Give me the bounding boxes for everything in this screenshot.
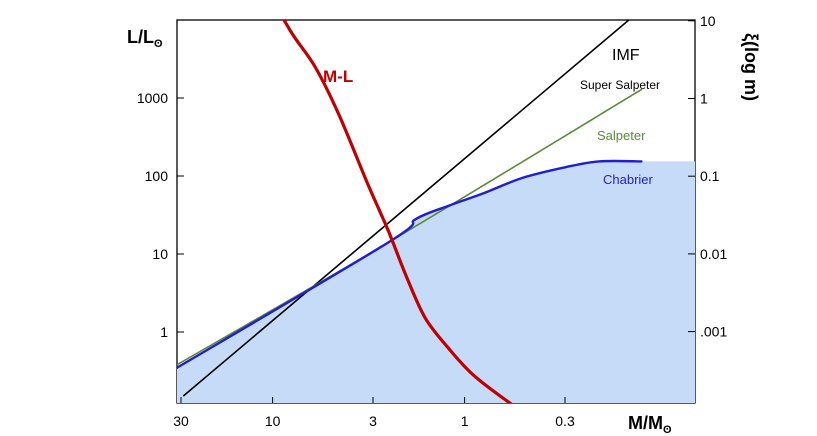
chabrier-label: Chabrier [603,172,654,187]
right-tick-label: 10 [700,13,716,29]
salpeter-label: Salpeter [597,128,646,143]
left-axis-title: L/Lʘ [127,27,163,50]
super-salpeter-line [183,20,631,397]
left-tick-label: 1000 [137,90,168,106]
x-tick-label: 1 [461,413,469,429]
right-tick-label: 0.01 [700,246,727,262]
chabrier-area [177,160,695,403]
x-tick-label: 10 [265,413,281,429]
m-l-line [282,20,513,403]
left-tick-label: 100 [145,168,169,184]
x-tick-label: 3 [369,413,377,429]
x-tick-label: 30 [173,413,189,429]
right-axis-title: ξ(log m) [740,33,761,101]
x-axis-ticks: 30 10 3 1 0.3 [173,397,575,429]
x-axis-title: M/Mʘ [628,413,672,436]
left-tick-label: 10 [152,246,168,262]
right-tick-label: 1 [700,91,708,107]
right-tick-label: 0.1 [700,168,720,184]
right-tick-label: .001 [700,324,727,340]
right-axis-ticks: 10 1 0.1 0.01 .001 [688,13,727,340]
curves-layer [177,20,643,403]
left-axis-ticks: 1 10 100 1000 [137,90,184,340]
super-salpeter-label: Super Salpeter [580,78,660,92]
chabrier-line [177,159,643,370]
imf-annotation: IMF [612,47,640,64]
chabrier-fill-layer [177,160,695,403]
left-tick-label: 1 [160,324,168,340]
x-tick-label: 0.3 [555,413,575,429]
m-l-label: M-L [323,67,353,86]
curve-labels: M-L Super Salpeter Salpeter Chabrier [323,67,660,187]
